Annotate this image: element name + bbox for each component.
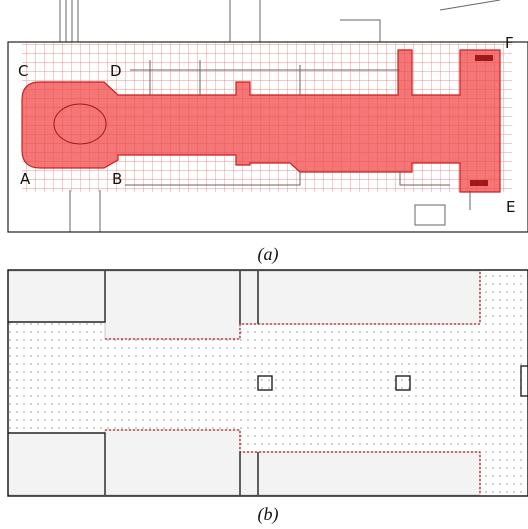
caption: (b): [258, 504, 279, 525]
figure: C D F A B E (a) (b): [0, 0, 528, 529]
corner-label: E: [506, 198, 515, 216]
caption: (a): [258, 244, 279, 265]
corner-label: B: [112, 170, 122, 188]
corner-label: C: [18, 62, 28, 80]
panel-b: (b): [8, 270, 528, 525]
panel-a: C D F A B E (a): [8, 0, 528, 265]
corner-label: A: [20, 170, 31, 188]
corner-label: D: [110, 62, 122, 80]
corner-label: F: [505, 34, 514, 52]
page: C D F A B E (a) (b) (() =>: [0, 0, 528, 529]
